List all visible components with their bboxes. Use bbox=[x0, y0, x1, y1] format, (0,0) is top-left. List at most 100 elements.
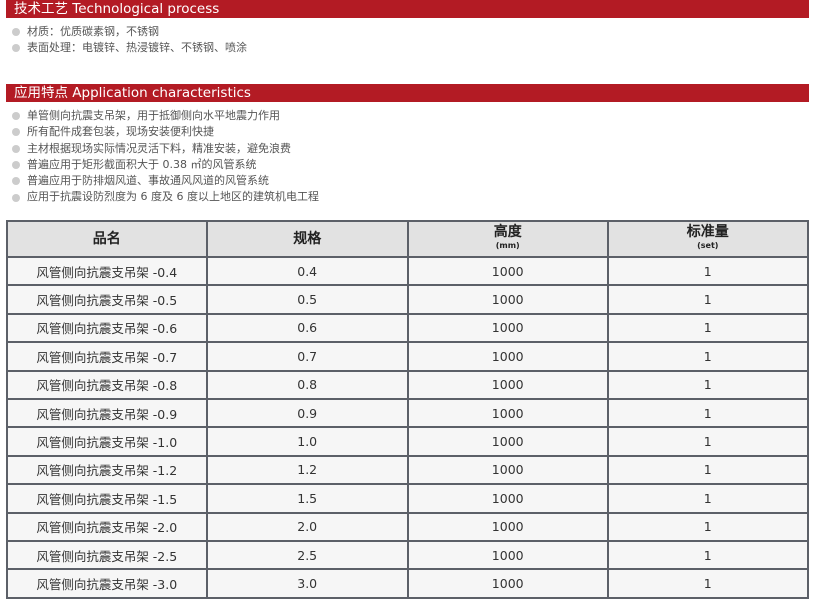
table-cell: 0.6 bbox=[205, 312, 409, 344]
table-row: 风管侧向抗震支吊架 -3.0 3.0 1000 1 bbox=[6, 568, 810, 599]
bullet-icon bbox=[12, 193, 20, 202]
list-item-text: 主材根据现场实际情况灵活下料，精准安装，避免浪费 bbox=[27, 141, 291, 155]
table-cell: 风管侧向抗震支吊架 -0.5 bbox=[6, 284, 208, 315]
table-cell: 1000 bbox=[406, 284, 609, 315]
table-cell: 1 bbox=[606, 341, 810, 372]
table-cell: 1 bbox=[606, 284, 810, 315]
list-item-text: 材质：优质碳素钢，不锈钢 bbox=[27, 25, 159, 38]
table-cell: 1000 bbox=[406, 511, 609, 542]
list-item-text: 单管侧向抗震支吊架，用于抵御侧向水平地震力作用 bbox=[27, 109, 280, 122]
table-cell: 1 bbox=[606, 511, 810, 542]
table-row: 风管侧向抗震支吊架 -1.0 1.0 1000 1 bbox=[6, 426, 810, 457]
column-header: 高度 (mm) bbox=[406, 220, 609, 258]
column-header-unit: (set) bbox=[697, 241, 719, 250]
list-item-text: 表面处理：电镀锌、热浸镀锌、不锈钢、喷涂 bbox=[27, 41, 247, 55]
bullet-icon bbox=[12, 128, 20, 137]
list-item-text: 普遍应用于防排烟风道、事故通风风道的风管系统 bbox=[27, 174, 269, 188]
table-cell: 0.8 bbox=[205, 369, 409, 400]
list-item: 应用于抗震设防烈度为 6 度及 6 度以上地区的建筑机电工程 bbox=[12, 189, 319, 205]
process-heading: 技术工艺 Technological process bbox=[6, 0, 809, 18]
table-cell: 1 bbox=[606, 426, 810, 457]
table-cell: 1 bbox=[606, 255, 810, 287]
table-cell: 1000 bbox=[406, 483, 609, 514]
table-cell: 1 bbox=[606, 483, 810, 514]
table-cell: 1000 bbox=[406, 255, 609, 287]
table-cell: 1000 bbox=[406, 369, 609, 400]
application-heading: 应用特点 Application characteristics bbox=[6, 84, 809, 102]
table-cell: 1 bbox=[606, 568, 810, 599]
list-item: 材质：优质碳素钢，不锈钢 bbox=[12, 24, 247, 40]
table-cell: 风管侧向抗震支吊架 -0.4 bbox=[6, 255, 208, 287]
list-item: 主材根据现场实际情况灵活下料，精准安装，避免浪费 bbox=[12, 141, 319, 157]
application-list: 单管侧向抗震支吊架，用于抵御侧向水平地震力作用 所有配件成套包装，现场安装便利快捷… bbox=[12, 108, 319, 206]
table-cell: 1000 bbox=[406, 539, 609, 571]
list-item: 单管侧向抗震支吊架，用于抵御侧向水平地震力作用 bbox=[12, 108, 319, 124]
table-cell: 2.0 bbox=[205, 511, 409, 542]
table-cell: 1000 bbox=[406, 454, 609, 486]
table-row: 风管侧向抗震支吊架 -1.2 1.2 1000 1 bbox=[6, 454, 810, 486]
list-item: 所有配件成套包装，现场安装便利快捷 bbox=[12, 124, 319, 140]
table-cell: 2.5 bbox=[205, 539, 409, 571]
column-header: 标准量 (set) bbox=[606, 220, 810, 258]
table-cell: 1 bbox=[606, 312, 810, 344]
table-cell: 风管侧向抗震支吊架 -3.0 bbox=[6, 568, 208, 599]
table-cell: 风管侧向抗震支吊架 -1.0 bbox=[6, 426, 208, 457]
table-row: 风管侧向抗震支吊架 -1.5 1.5 1000 1 bbox=[6, 483, 810, 514]
column-header-label: 规格 bbox=[293, 231, 322, 247]
process-list: 材质：优质碳素钢，不锈钢表面处理：电镀锌、热浸镀锌、不锈钢、喷涂 bbox=[12, 24, 247, 57]
table-cell: 0.5 bbox=[205, 284, 409, 315]
table-cell: 风管侧向抗震支吊架 -0.7 bbox=[6, 341, 208, 372]
table-row: 风管侧向抗震支吊架 -0.5 0.5 1000 1 bbox=[6, 284, 810, 315]
column-header: 规格 bbox=[205, 220, 409, 258]
bullet-icon bbox=[12, 112, 20, 121]
table-row: 风管侧向抗震支吊架 -0.6 0.6 1000 1 bbox=[6, 312, 810, 344]
column-header: 品名 bbox=[6, 220, 208, 258]
bullet-icon bbox=[12, 28, 20, 37]
table-cell: 1000 bbox=[406, 568, 609, 599]
bullet-icon bbox=[12, 144, 20, 153]
column-header-label: 标准量 bbox=[686, 224, 729, 240]
list-item: 普遍应用于防排烟风道、事故通风风道的风管系统 bbox=[12, 173, 319, 189]
bullet-icon bbox=[12, 44, 20, 53]
table-cell: 1 bbox=[606, 454, 810, 486]
table-cell: 风管侧向抗震支吊架 -0.8 bbox=[6, 369, 208, 400]
table-row: 风管侧向抗震支吊架 -0.7 0.7 1000 1 bbox=[6, 341, 810, 372]
table-cell: 1 bbox=[606, 397, 810, 429]
table-cell: 1 bbox=[606, 369, 810, 400]
table-row: 风管侧向抗震支吊架 -0.8 0.8 1000 1 bbox=[6, 369, 810, 400]
table-cell: 3.0 bbox=[205, 568, 409, 599]
table-row: 风管侧向抗震支吊架 -2.5 2.5 1000 1 bbox=[6, 539, 810, 571]
table-cell: 风管侧向抗震支吊架 -1.5 bbox=[6, 483, 208, 514]
table-cell: 0.9 bbox=[205, 397, 409, 429]
table-row: 风管侧向抗震支吊架 -2.0 2.0 1000 1 bbox=[6, 511, 810, 542]
table-cell: 1.5 bbox=[205, 483, 409, 514]
table-cell: 0.4 bbox=[205, 255, 409, 287]
list-item-text: 应用于抗震设防烈度为 6 度及 6 度以上地区的建筑机电工程 bbox=[27, 190, 319, 204]
table-cell: 0.7 bbox=[205, 341, 409, 372]
table-cell: 1.0 bbox=[205, 426, 409, 457]
column-header-label: 高度 bbox=[493, 224, 522, 240]
table-cell: 风管侧向抗震支吊架 -2.5 bbox=[6, 539, 208, 571]
table-cell: 1.2 bbox=[205, 454, 409, 486]
table-cell: 风管侧向抗震支吊架 -0.9 bbox=[6, 397, 208, 429]
table-cell: 风管侧向抗震支吊架 -1.2 bbox=[6, 454, 208, 486]
bullet-icon bbox=[12, 161, 20, 170]
column-header-label: 品名 bbox=[92, 231, 121, 247]
table-header-row: 品名 规格 高度 (mm) 标准量 (set) bbox=[6, 220, 810, 258]
table-cell: 1000 bbox=[406, 341, 609, 372]
spec-table: 品名 规格 高度 (mm) 标准量 (set) 风管侧向抗震支吊架 -0.4 0.4 1000… bbox=[6, 220, 810, 599]
table-cell: 1000 bbox=[406, 426, 609, 457]
list-item: 普遍应用于矩形截面积大于 0.38 ㎡的风管系统 bbox=[12, 157, 319, 173]
table-row: 风管侧向抗震支吊架 -0.4 0.4 1000 1 bbox=[6, 255, 810, 287]
list-item: 表面处理：电镀锌、热浸镀锌、不锈钢、喷涂 bbox=[12, 40, 247, 56]
table-cell: 1 bbox=[606, 539, 810, 571]
bullet-icon bbox=[12, 177, 20, 186]
table-row: 风管侧向抗震支吊架 -0.9 0.9 1000 1 bbox=[6, 397, 810, 429]
list-item-text: 所有配件成套包装，现场安装便利快捷 bbox=[27, 125, 214, 139]
list-item-text: 普遍应用于矩形截面积大于 0.38 ㎡的风管系统 bbox=[27, 157, 257, 171]
table-cell: 1000 bbox=[406, 397, 609, 429]
column-header-unit: (mm) bbox=[495, 241, 520, 250]
table-cell: 风管侧向抗震支吊架 -0.6 bbox=[6, 312, 208, 344]
table-cell: 风管侧向抗震支吊架 -2.0 bbox=[6, 511, 208, 542]
table-cell: 1000 bbox=[406, 312, 609, 344]
